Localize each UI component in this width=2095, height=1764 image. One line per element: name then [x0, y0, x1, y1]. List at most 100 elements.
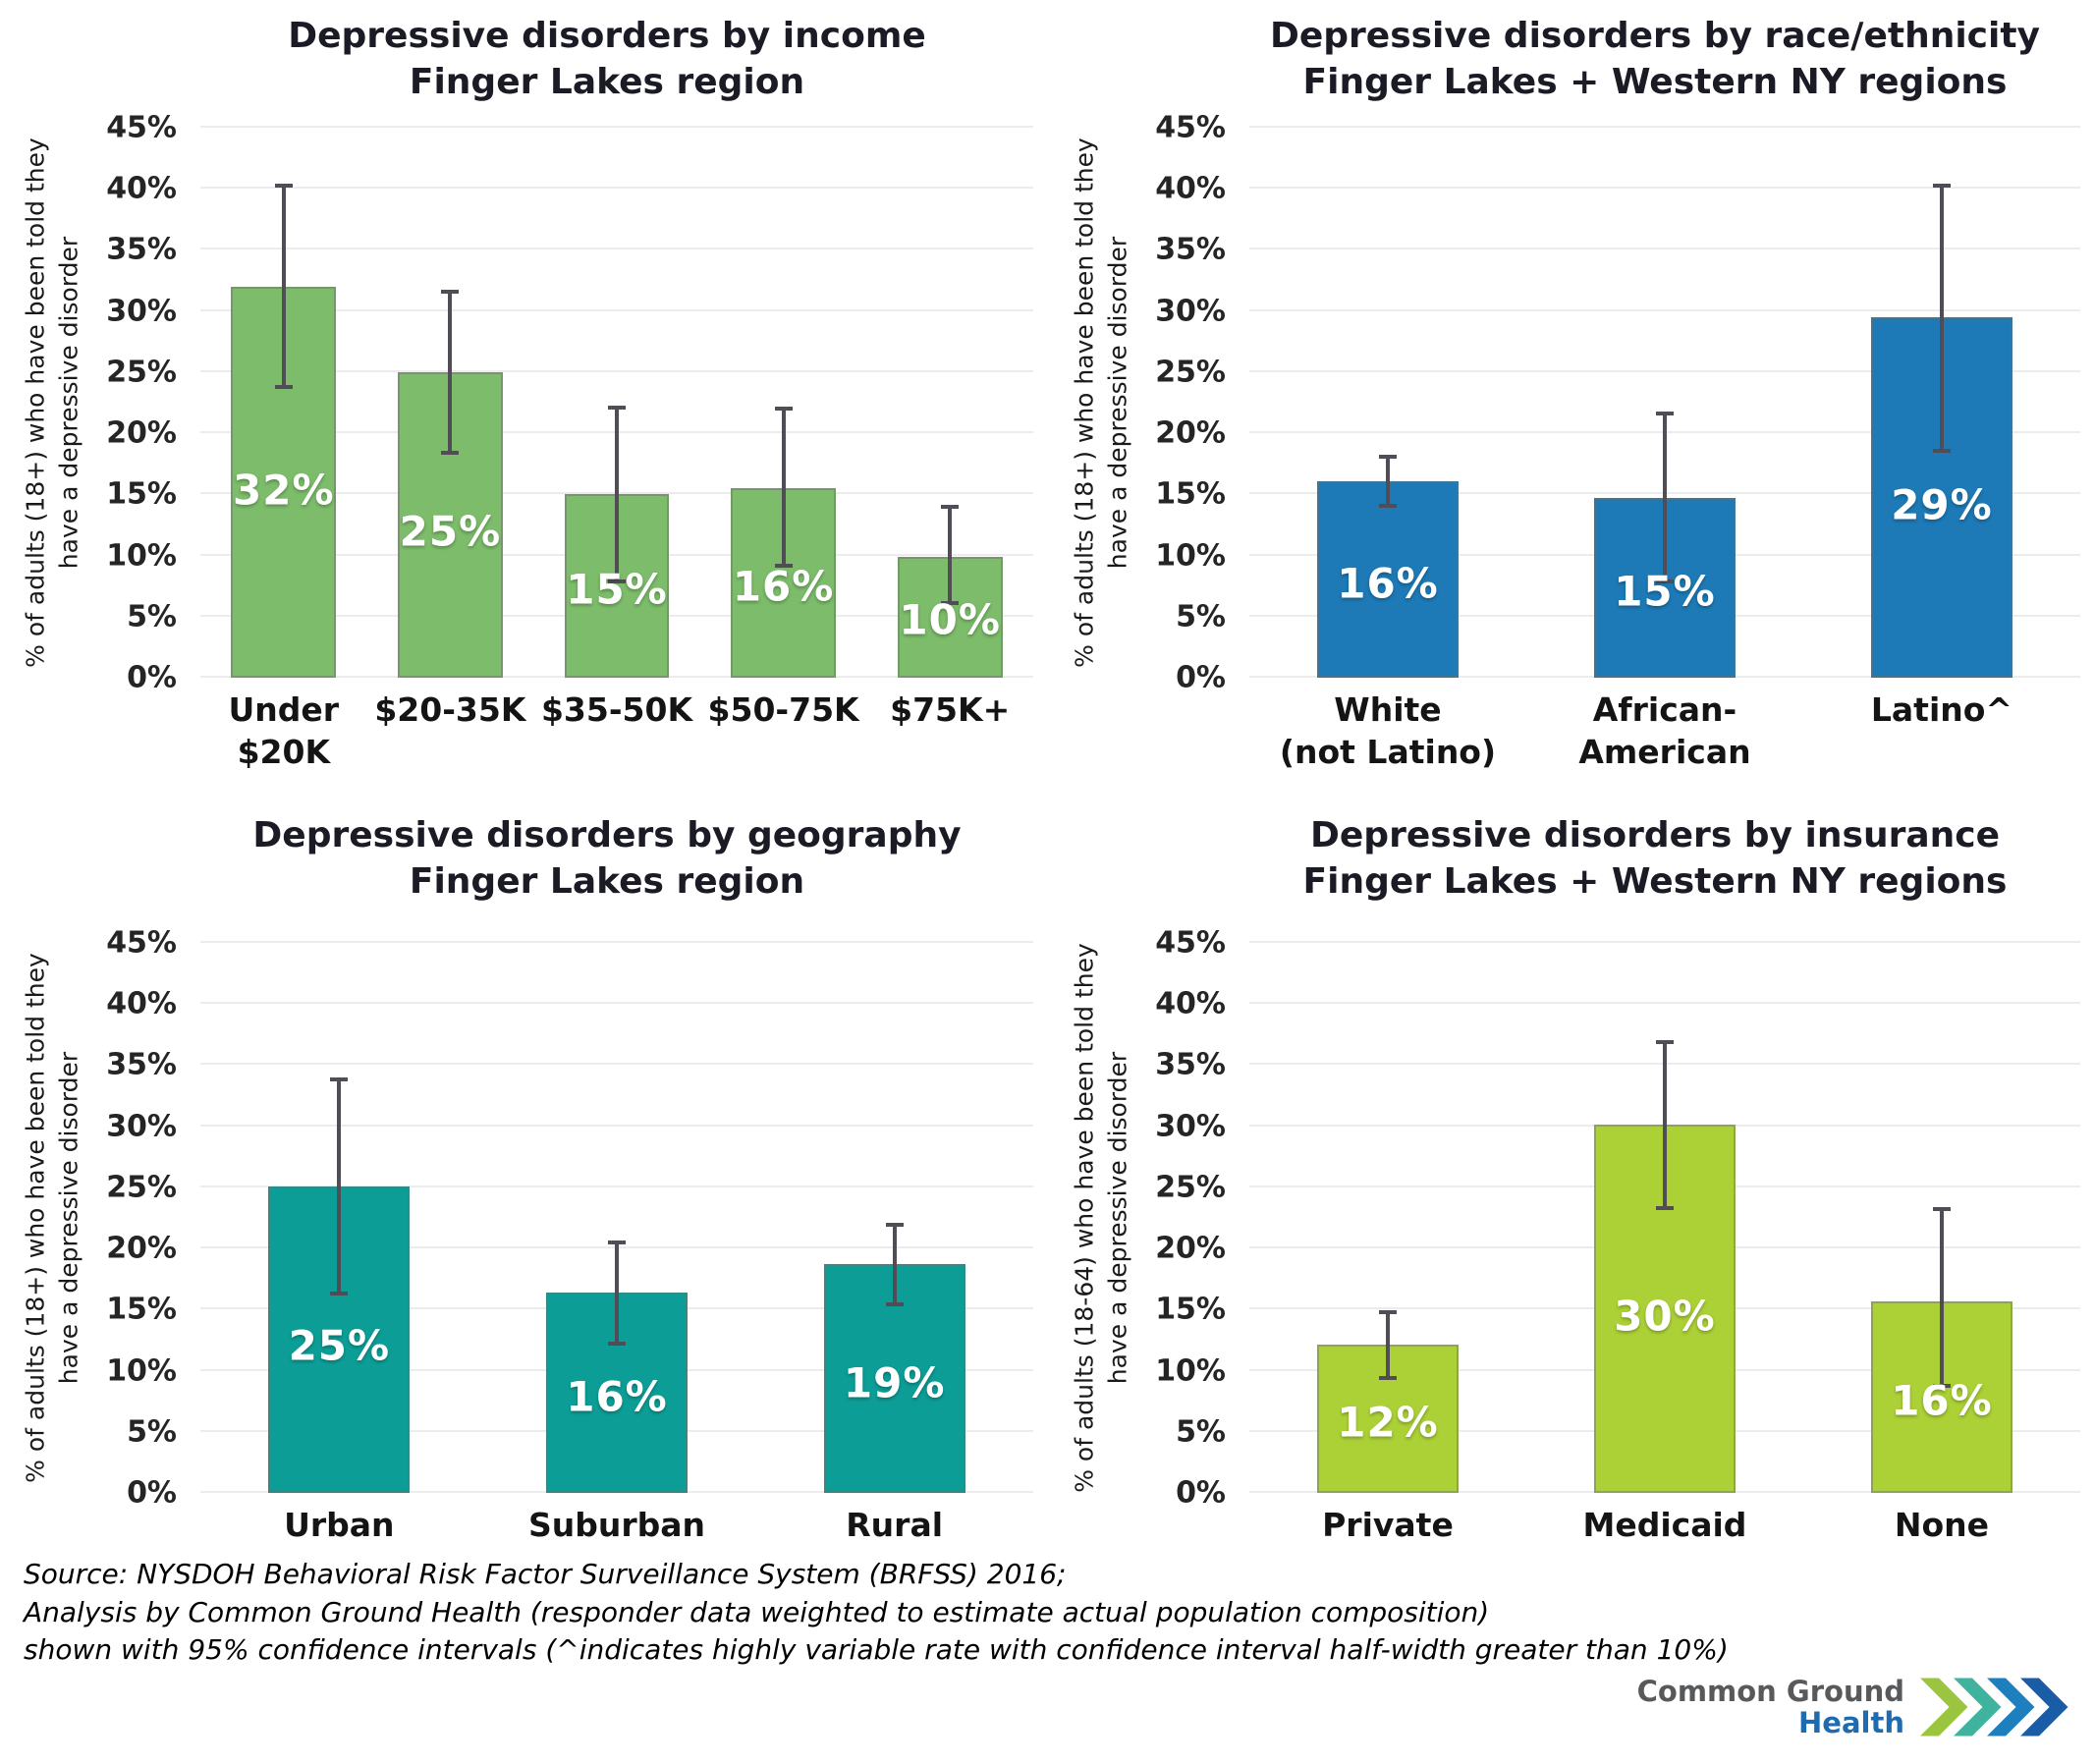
error-bar-cap-top: [1656, 1039, 1674, 1044]
error-bar-cap-top: [608, 405, 626, 410]
gridline: [200, 369, 1033, 372]
bar-value-label: 15%: [1614, 567, 1716, 616]
bar-value-label: 16%: [1891, 1376, 1993, 1425]
bar-value-label: 10%: [899, 595, 1001, 644]
y-tick-label: 5%: [127, 1414, 177, 1450]
y-tick-label: 35%: [106, 232, 177, 267]
error-bar-cap-bottom: [885, 1302, 904, 1307]
y-tick-label: 20%: [1155, 1231, 1226, 1266]
y-tick-label: 5%: [1176, 1414, 1226, 1450]
bar-value-label: 16%: [1337, 559, 1439, 608]
x-category-label: African- American: [1578, 690, 1751, 771]
error-bar: [281, 185, 286, 387]
plot-area: 12% 30% 16%: [1249, 941, 2080, 1493]
y-tick-label: 45%: [106, 110, 177, 145]
chart-title-line1: Depressive disorders by race/ethnicity: [1269, 16, 2041, 56]
y-tick-label: 0%: [1176, 660, 1226, 695]
logo-text-line1: Common Ground: [1636, 1674, 1904, 1708]
gridline: [1249, 308, 2080, 311]
y-tick-label: 10%: [1155, 538, 1226, 574]
source-note-line3: shown with 95% confidence intervals (^in…: [24, 1633, 1729, 1667]
chart-title: Depressive disorders by geography Finger…: [171, 813, 1043, 906]
y-axis-title: % of adults (18+) who have been told the…: [1065, 128, 1137, 678]
x-axis-labels: White (not Latino) African- American Latino^: [1249, 689, 2080, 798]
chart-geography-panel: Depressive disorders by geography Finger…: [4, 807, 1043, 1573]
x-category-label: None: [1894, 1506, 1990, 1544]
y-tick-label: 25%: [106, 1170, 177, 1205]
gridline: [1249, 126, 2080, 128]
error-bar-cap-bottom: [1378, 1376, 1397, 1381]
error-bar: [448, 291, 453, 454]
error-bar-cap-bottom: [274, 384, 293, 389]
error-bar: [1663, 1041, 1667, 1209]
error-bar-cap-top: [1933, 1207, 1951, 1212]
y-axis-ticks: 0% 5% 10% 15% 20% 25% 30% 35% 40% 45%: [1137, 926, 1236, 1511]
y-tick-label: 0%: [1176, 1475, 1226, 1511]
bar-value-label: 15%: [566, 565, 668, 614]
error-bar-cap-top: [608, 1240, 626, 1244]
y-tick-label: 45%: [106, 925, 177, 961]
error-bar-cap-bottom: [1656, 1206, 1674, 1211]
x-category-label: $50-75K: [707, 690, 859, 729]
error-bar: [1385, 1311, 1390, 1379]
bar-value-label: 29%: [1891, 480, 1993, 529]
bar-value-label: 32%: [233, 466, 335, 515]
error-bar-cap-bottom: [941, 601, 960, 606]
gridline: [1249, 1002, 2080, 1005]
x-axis-labels: Private Medicaid None: [1249, 1505, 2080, 1613]
error-bar-cap-top: [885, 1223, 904, 1228]
y-tick-label: 40%: [1155, 171, 1226, 206]
y-axis-title: % of adults (18-64) who have been told t…: [1065, 943, 1137, 1493]
x-category-label: Private: [1322, 1506, 1454, 1544]
chart-insurance-panel: Depressive disorders by insurance Finger…: [1053, 807, 2090, 1573]
y-tick-label: 30%: [1155, 1109, 1226, 1144]
gridline: [1249, 369, 2080, 372]
y-tick-label: 15%: [1155, 476, 1226, 512]
y-tick-label: 20%: [106, 415, 177, 451]
y-tick-label: 10%: [1155, 1353, 1226, 1389]
error-bar-cap-top: [330, 1077, 349, 1082]
y-tick-label: 30%: [106, 1109, 177, 1144]
gridline: [1249, 248, 2080, 250]
y-tick-label: 35%: [106, 1047, 177, 1082]
chart-title-line1: Depressive disorders by geography: [252, 815, 962, 855]
x-axis-labels: Urban Suburban Rural: [200, 1505, 1033, 1613]
error-bar-cap-bottom: [1656, 579, 1674, 583]
error-bar-cap-bottom: [1933, 448, 1951, 453]
error-bar: [1385, 456, 1390, 506]
logo-text-line2: Health: [1798, 1706, 1904, 1739]
bar-value-label: 16%: [566, 1372, 668, 1421]
gridline: [200, 1124, 1033, 1127]
x-category-label: $20-35K: [374, 690, 526, 729]
error-bar-cap-bottom: [1933, 1383, 1951, 1388]
error-bar-cap-top: [1378, 454, 1397, 459]
gridline: [200, 308, 1033, 311]
error-bar: [1663, 413, 1667, 581]
y-axis-title-line1: % of adults (18-64) who have been told t…: [1070, 943, 1099, 1493]
gridline: [200, 1002, 1033, 1005]
chart-title-line2: Finger Lakes region: [409, 61, 805, 102]
y-tick-label: 5%: [1176, 599, 1226, 634]
y-tick-label: 40%: [1155, 986, 1226, 1021]
y-tick-label: 45%: [1155, 925, 1226, 961]
error-bar-cap-top: [1378, 1309, 1397, 1314]
x-category-label: Rural: [846, 1506, 944, 1544]
y-axis-ticks: 0% 5% 10% 15% 20% 25% 30% 35% 40% 45%: [88, 926, 187, 1511]
y-tick-label: 0%: [127, 660, 177, 695]
error-bar: [892, 1225, 897, 1305]
y-tick-label: 25%: [1155, 355, 1226, 390]
error-bar-cap-bottom: [774, 563, 793, 568]
y-tick-label: 45%: [1155, 110, 1226, 145]
y-axis-title-line1: % of adults (18+) who have been told the…: [21, 138, 50, 668]
source-note-line1: Source: NYSDOH Behavioral Risk Factor Su…: [24, 1558, 1067, 1590]
gridline: [200, 248, 1033, 250]
x-category-label: Under $20K: [228, 690, 340, 771]
chevrons-icon: [1912, 1673, 2075, 1741]
y-axis-ticks: 0% 5% 10% 15% 20% 25% 30% 35% 40% 45%: [88, 111, 187, 695]
source-note: Source: NYSDOH Behavioral Risk Factor Su…: [24, 1556, 1729, 1670]
error-bar-cap-top: [774, 407, 793, 412]
x-category-label: White (not Latino): [1279, 690, 1497, 771]
error-bar-cap-bottom: [608, 579, 626, 583]
gridline: [200, 941, 1033, 943]
